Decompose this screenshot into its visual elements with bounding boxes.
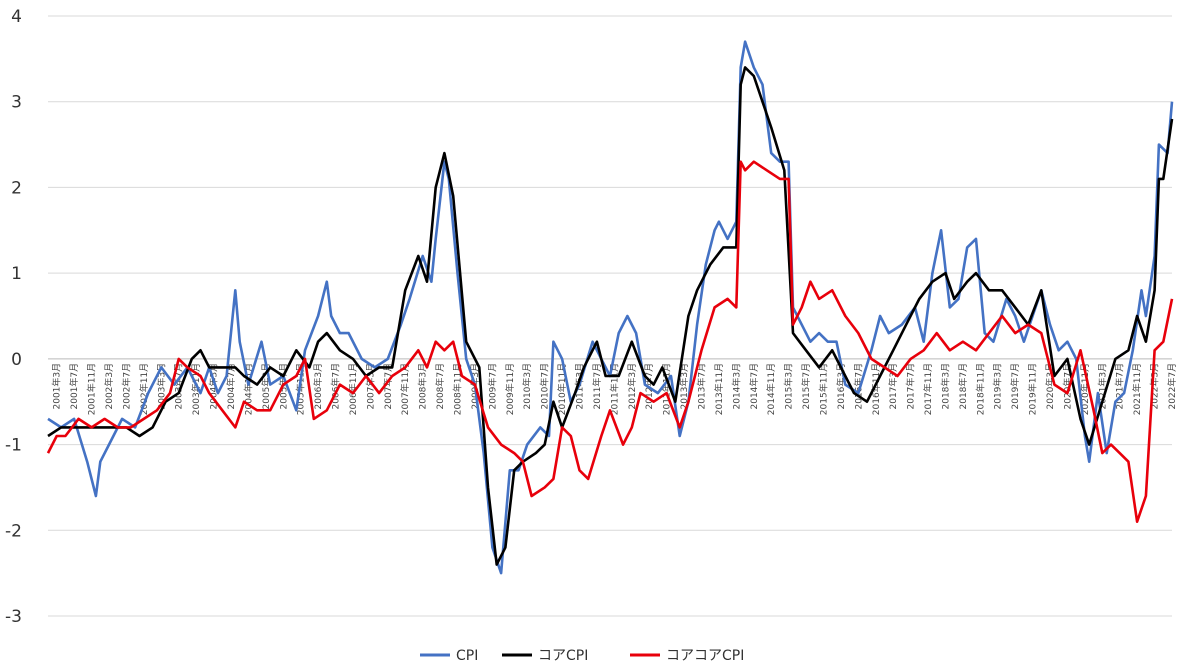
x-tick-label: 2002年7月 xyxy=(120,363,132,410)
x-tick-label: 2010年7月 xyxy=(539,363,551,410)
x-tick-label: 2016年11月 xyxy=(870,363,882,415)
x-tick-label: 2014年3月 xyxy=(730,363,742,410)
x-tick-label: 2018年3月 xyxy=(939,363,951,410)
x-tick-label: 2001年11月 xyxy=(86,363,98,415)
x-tick-label: 2002年11月 xyxy=(138,363,150,415)
x-tick-label: 2021年7月 xyxy=(1114,363,1126,410)
x-tick-label: 2017年11月 xyxy=(922,363,934,415)
x-tick-label: 2005年3月 xyxy=(260,363,272,410)
y-tick-label: 3 xyxy=(11,93,22,113)
x-tick-label: 2014年7月 xyxy=(748,363,760,410)
x-tick-label: 2009年11月 xyxy=(504,363,516,415)
x-tick-label: 2018年7月 xyxy=(957,363,969,410)
x-tick-label: 2010年3月 xyxy=(521,363,533,410)
legend-label-cpi: CPI xyxy=(456,648,478,664)
x-tick-label: 2013年11月 xyxy=(713,363,725,415)
x-tick-label: 2013年3月 xyxy=(678,363,690,410)
x-tick-label: 2019年11月 xyxy=(1027,363,1039,415)
y-tick-label: 4 xyxy=(11,7,22,27)
x-tick-label: 2009年7月 xyxy=(486,363,498,410)
x-tick-label: 2006年11月 xyxy=(347,363,359,415)
x-tick-label: 2018年11月 xyxy=(974,363,986,415)
x-tick-label: 2016年7月 xyxy=(852,363,864,410)
x-tick-label: 2015年7月 xyxy=(800,363,812,410)
x-tick-label: 2008年7月 xyxy=(434,363,446,410)
x-tick-label: 2008年11月 xyxy=(452,363,464,415)
y-tick-label: 0 xyxy=(11,350,22,370)
x-tick-label: 2006年3月 xyxy=(312,363,324,410)
x-tick-label: 2017年7月 xyxy=(905,363,917,410)
x-tick-label: 2013年7月 xyxy=(695,363,707,410)
y-tick-label: 1 xyxy=(11,264,22,284)
x-tick-label: 2022年7月 xyxy=(1166,363,1178,410)
legend: CPI コアCPI コアコアCPI xyxy=(420,648,744,664)
x-tick-label: 2019年3月 xyxy=(992,363,1004,410)
gridlines xyxy=(48,15,1172,617)
y-tick-label: 2 xyxy=(11,178,22,198)
x-tick-label: 2001年3月 xyxy=(51,363,63,410)
x-tick-label: 2020年7月 xyxy=(1061,363,1073,410)
y-tick-label: -2 xyxy=(5,521,22,541)
x-tick-label: 2012年3月 xyxy=(626,363,638,410)
series-lines xyxy=(46,40,1174,575)
y-tick-label: -3 xyxy=(5,607,22,627)
x-tick-label: 2002年3月 xyxy=(103,363,115,410)
x-tick-label: 2008年3月 xyxy=(417,363,429,410)
x-tick-label: 2014年11月 xyxy=(765,363,777,415)
series-line-cpi xyxy=(47,40,1174,575)
x-tick-label: 2001年7月 xyxy=(68,363,80,410)
series-line-core xyxy=(47,66,1174,566)
legend-label-core-cpi: コアCPI xyxy=(538,648,588,664)
legend-label-core-core-cpi: コアコアCPI xyxy=(666,648,744,664)
x-tick-label: 2011年7月 xyxy=(591,363,603,410)
x-tick-label: 2010年11月 xyxy=(556,363,568,415)
x-tick-label: 2019年7月 xyxy=(1009,363,1021,410)
x-tick-label: 2007年11月 xyxy=(399,363,411,415)
y-tick-label: -1 xyxy=(5,436,22,456)
x-tick-label: 2015年11月 xyxy=(817,363,829,415)
y-axis-tick-labels: 4 3 2 1 0 -1 -2 -3 xyxy=(5,7,22,627)
x-tick-label: 2003年7月 xyxy=(173,363,185,410)
x-tick-label: 2015年3月 xyxy=(783,363,795,410)
x-tick-label: 2021年11月 xyxy=(1131,363,1143,415)
x-tick-label: 2007年7月 xyxy=(382,363,394,410)
series-line-corecore xyxy=(46,160,1174,523)
